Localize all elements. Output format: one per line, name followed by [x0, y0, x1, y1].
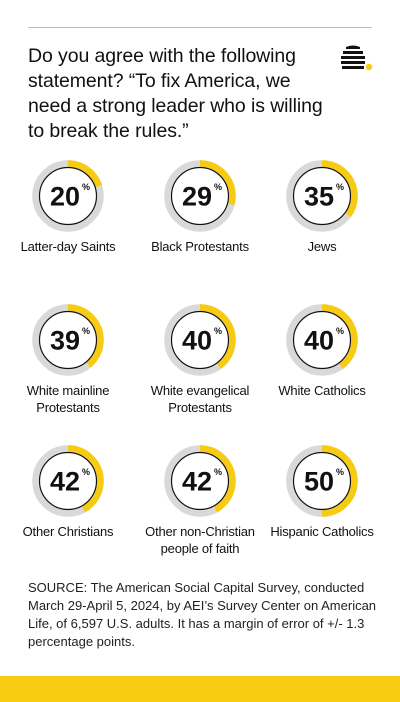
donut-item: 40% White Catholics: [257, 304, 387, 399]
percent-sign: %: [214, 467, 222, 477]
donut-category-label: Hispanic Catholics: [270, 524, 374, 539]
donut-item: 39% White mainline Protestants: [3, 304, 133, 416]
donut-chart: 35%: [286, 160, 358, 232]
percent-sign: %: [214, 182, 222, 192]
donut-inner-ring: [292, 310, 352, 370]
footer-accent-bar: [0, 676, 400, 702]
donut-inner-ring: [38, 451, 98, 511]
donut-value-arc: [286, 304, 358, 376]
donut-category-label: Jews: [307, 239, 337, 254]
donut-item: 40% White evangelical Protestants: [135, 304, 265, 416]
donut-value-label: 39: [50, 326, 80, 356]
donut-value-arc: [32, 445, 104, 517]
donut-chart: 39%: [32, 304, 104, 376]
top-divider: [28, 27, 372, 28]
donut-value-arc: [164, 160, 236, 232]
donut-category-label: White mainline Protestants: [26, 383, 110, 415]
donut-inner-ring: [292, 451, 352, 511]
donut-inner-ring: [38, 166, 98, 226]
donut-inner-ring: [38, 310, 98, 370]
donut-value-arc: [32, 160, 104, 232]
donut-value-label: 40: [182, 326, 212, 356]
donut-inner-ring: [170, 166, 230, 226]
donut-chart: 29%: [164, 160, 236, 232]
donut-inner-ring: [170, 451, 230, 511]
donut-category-label: Black Protestants: [151, 239, 249, 254]
donut-value-label: 29: [182, 182, 212, 212]
donut-category-label: White Catholics: [278, 383, 366, 398]
donut-category-label: White evangelical Protestants: [150, 383, 250, 415]
donut-category-label: Other Christians: [22, 524, 114, 539]
donut-value-label: 40: [304, 326, 334, 356]
percent-sign: %: [336, 182, 344, 192]
percent-sign: %: [82, 182, 90, 192]
chart-title: Do you agree with the following statemen…: [28, 45, 323, 142]
donut-inner-ring: [170, 310, 230, 370]
donut-item: 42% Other Christians: [3, 445, 133, 540]
percent-sign: %: [82, 326, 90, 336]
donut-value-label: 42: [182, 467, 212, 497]
source-note: SOURCE: The American Social Capital Surv…: [28, 580, 377, 649]
donut-item: 35% Jews: [257, 160, 387, 255]
donut-item: 50% Hispanic Catholics: [257, 445, 387, 540]
percent-sign: %: [336, 326, 344, 336]
percent-sign: %: [82, 467, 90, 477]
donut-chart: 50%: [286, 445, 358, 517]
donut-chart: 40%: [286, 304, 358, 376]
donut-category-label: Latter-day Saints: [20, 239, 116, 254]
donut-value-arc: [286, 160, 358, 232]
percent-sign: %: [336, 467, 344, 477]
donut-item: 29% Black Protestants: [135, 160, 265, 255]
donut-value-arc: [32, 304, 104, 376]
percent-sign: %: [214, 326, 222, 336]
donut-value-arc: [164, 304, 236, 376]
donut-item: 42% Other non-Christian people of faith: [135, 445, 265, 557]
donut-category-label: Other non-Christian people of faith: [145, 524, 255, 556]
donut-value-label: 20: [50, 182, 80, 212]
donut-chart: 42%: [164, 445, 236, 517]
beehive-logo-icon: [341, 45, 373, 71]
donut-value-label: 35: [304, 182, 334, 212]
donut-value-label: 42: [50, 467, 80, 497]
donut-grid: 20% Latter-day Saints 29% Black Protestants…: [0, 160, 400, 580]
donut-inner-ring: [292, 166, 352, 226]
donut-value-arc: [164, 445, 236, 517]
donut-chart: 40%: [164, 304, 236, 376]
donut-chart: 42%: [32, 445, 104, 517]
donut-chart: 20%: [32, 160, 104, 232]
donut-value-label: 50: [304, 467, 334, 497]
donut-value-arc: [286, 445, 358, 517]
donut-item: 20% Latter-day Saints: [3, 160, 133, 255]
